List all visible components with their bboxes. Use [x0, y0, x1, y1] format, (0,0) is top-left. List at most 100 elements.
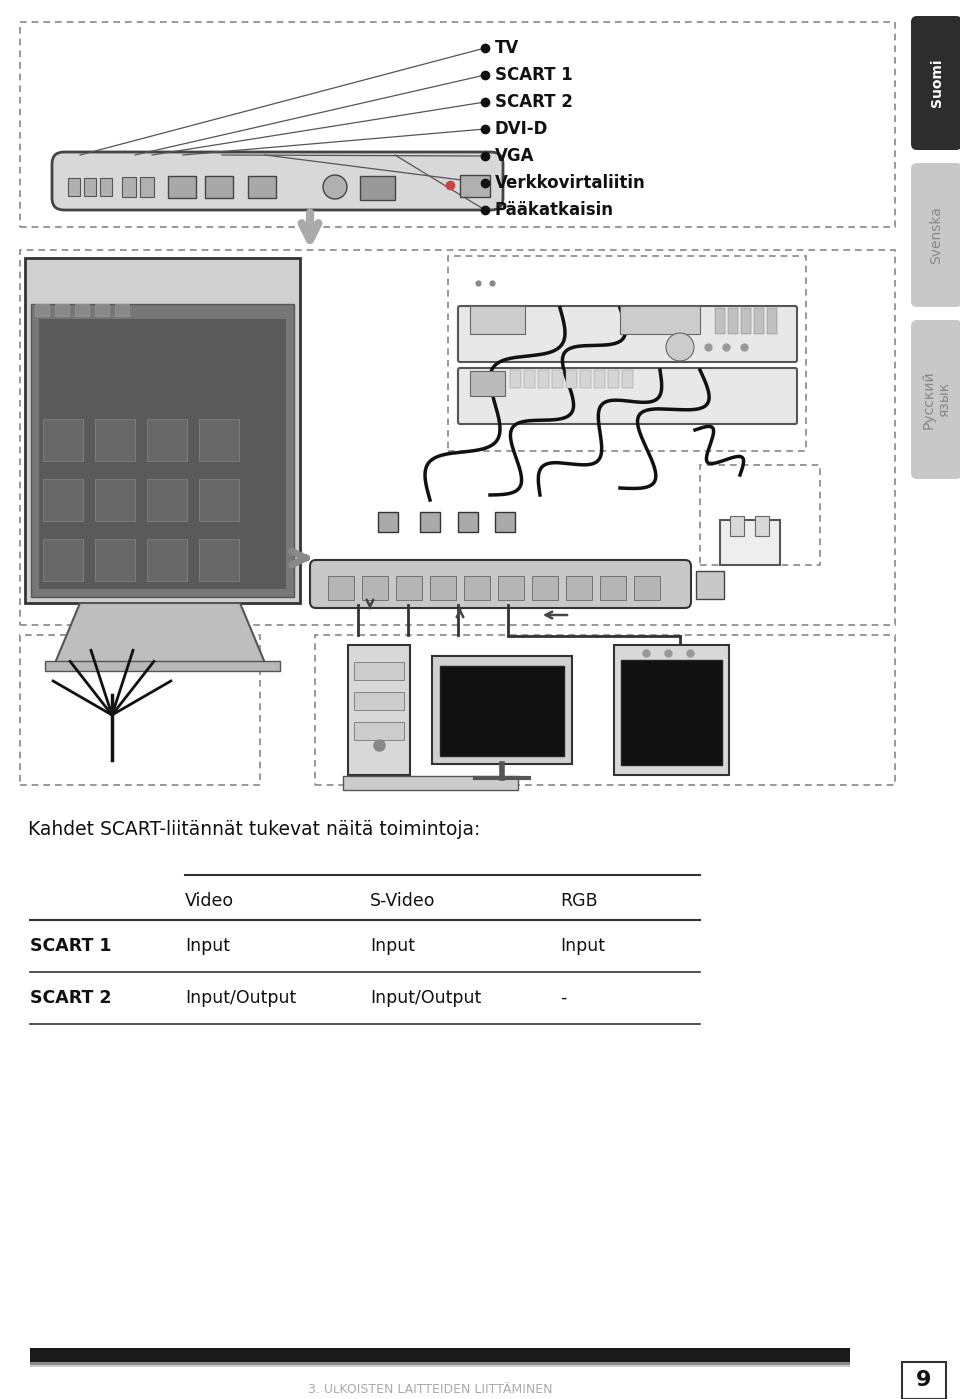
Bar	[30, 1363, 850, 1365]
Bar	[95, 418, 135, 462]
FancyBboxPatch shape	[911, 164, 960, 306]
Bar	[470, 306, 525, 334]
Text: Verkkovirtaliitin: Verkkovirtaliitin	[495, 173, 646, 192]
Bar	[43, 539, 83, 581]
Text: Video: Video	[185, 893, 234, 911]
Bar	[532, 576, 558, 600]
Bar	[122, 178, 136, 197]
Text: TV: TV	[495, 39, 519, 57]
Text: Suomi: Suomi	[929, 59, 944, 108]
Bar	[730, 516, 744, 536]
Text: S-Video: S-Video	[370, 893, 436, 911]
Bar	[622, 369, 633, 388]
Text: Input: Input	[370, 937, 415, 956]
Bar	[470, 371, 505, 396]
Text: Svenska: Svenska	[929, 206, 944, 264]
Bar	[538, 369, 549, 388]
Text: SCART 1: SCART 1	[30, 937, 111, 956]
Text: Input/Output: Input/Output	[185, 989, 297, 1007]
Bar	[354, 662, 404, 680]
Bar	[767, 308, 777, 334]
Bar	[720, 520, 780, 565]
Bar	[741, 308, 751, 334]
Text: Kahdet SCART-liitännät tukevat näitä toimintoja:: Kahdet SCART-liitännät tukevat näitä toi…	[28, 820, 480, 839]
Circle shape	[666, 333, 694, 361]
Text: SCART 2: SCART 2	[495, 92, 573, 111]
Circle shape	[323, 175, 347, 199]
Bar	[30, 1365, 850, 1367]
Bar	[594, 369, 605, 388]
Text: VGA: VGA	[495, 147, 535, 165]
Bar	[348, 645, 410, 775]
Bar	[608, 369, 619, 388]
Bar	[75, 304, 89, 316]
Text: Input/Output: Input/Output	[370, 989, 481, 1007]
Bar	[25, 257, 300, 603]
Text: Input: Input	[560, 937, 605, 956]
Bar	[115, 304, 129, 316]
Bar	[43, 418, 83, 462]
Text: Pääkatkaisin: Pääkatkaisin	[495, 201, 614, 220]
Bar	[396, 576, 422, 600]
Text: 9: 9	[916, 1371, 932, 1391]
Bar	[498, 576, 524, 600]
Bar	[39, 319, 286, 589]
Bar	[360, 176, 395, 200]
Bar	[354, 693, 404, 711]
Text: SCART 1: SCART 1	[495, 66, 573, 84]
FancyBboxPatch shape	[310, 560, 691, 609]
Bar	[464, 576, 490, 600]
Bar	[95, 539, 135, 581]
Text: Input: Input	[185, 937, 230, 956]
Bar	[68, 178, 80, 196]
Bar	[45, 660, 280, 672]
Bar	[362, 576, 388, 600]
Bar	[460, 175, 490, 197]
Bar	[147, 539, 187, 581]
Polygon shape	[55, 603, 265, 663]
Text: Русский
язык: Русский язык	[922, 371, 951, 429]
Bar	[43, 478, 83, 520]
Bar	[95, 478, 135, 520]
Bar	[31, 304, 294, 597]
Text: 3. UʟKOISTEN LAITTEIDEN LIITTÄMINEN: 3. UʟKOISTEN LAITTEIDEN LIITTÄMINEN	[308, 1384, 552, 1396]
Bar	[634, 576, 660, 600]
Bar	[432, 656, 572, 764]
Bar	[524, 369, 535, 388]
FancyBboxPatch shape	[458, 368, 797, 424]
FancyBboxPatch shape	[911, 320, 960, 478]
Bar	[140, 178, 154, 197]
Text: RGB: RGB	[560, 893, 598, 911]
Bar	[728, 308, 738, 334]
Bar	[440, 666, 564, 755]
Bar	[354, 722, 404, 740]
Bar	[495, 512, 515, 532]
Text: DVI-D: DVI-D	[495, 120, 548, 139]
Bar	[35, 304, 49, 316]
Bar	[420, 512, 440, 532]
Bar	[614, 645, 729, 775]
Bar	[552, 369, 563, 388]
Bar	[30, 1349, 850, 1363]
Bar	[205, 176, 233, 199]
Bar	[147, 418, 187, 462]
Bar	[696, 571, 724, 599]
Bar	[600, 576, 626, 600]
FancyBboxPatch shape	[911, 15, 960, 150]
Bar	[754, 308, 764, 334]
Bar	[95, 304, 109, 316]
FancyBboxPatch shape	[52, 152, 503, 210]
Bar	[430, 576, 456, 600]
Text: SCART 2: SCART 2	[30, 989, 111, 1007]
Bar	[248, 176, 276, 199]
Bar	[566, 369, 577, 388]
Bar	[580, 369, 591, 388]
Bar	[199, 418, 239, 462]
Bar	[755, 516, 769, 536]
Bar	[621, 660, 722, 765]
Bar	[199, 478, 239, 520]
Bar	[168, 176, 196, 199]
Bar	[343, 776, 518, 790]
FancyBboxPatch shape	[458, 306, 797, 362]
Bar	[458, 512, 478, 532]
